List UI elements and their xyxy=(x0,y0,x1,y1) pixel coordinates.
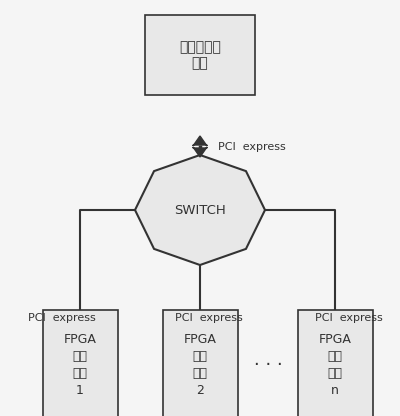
Text: 2: 2 xyxy=(196,384,204,397)
Bar xyxy=(298,310,372,416)
Bar xyxy=(162,310,238,416)
Text: 计算: 计算 xyxy=(328,350,342,363)
Text: 通用处理器: 通用处理器 xyxy=(179,40,221,54)
Text: 计算: 计算 xyxy=(192,350,208,363)
Text: · · ·: · · · xyxy=(254,356,282,374)
Text: FPGA: FPGA xyxy=(64,333,96,346)
Text: 模块: 模块 xyxy=(328,367,342,380)
Text: n: n xyxy=(331,384,339,397)
Bar xyxy=(145,15,255,95)
FancyArrow shape xyxy=(193,147,207,157)
Text: 1: 1 xyxy=(76,384,84,397)
Text: PCI  express: PCI express xyxy=(315,313,383,323)
Text: PCI  express: PCI express xyxy=(28,313,96,323)
Text: PCI  express: PCI express xyxy=(175,313,243,323)
Text: FPGA: FPGA xyxy=(318,333,352,346)
Text: 模块: 模块 xyxy=(72,367,88,380)
Text: SWITCH: SWITCH xyxy=(174,203,226,216)
Text: FPGA: FPGA xyxy=(184,333,216,346)
Polygon shape xyxy=(135,155,265,265)
Text: 模块: 模块 xyxy=(192,367,208,380)
Text: 计算: 计算 xyxy=(72,350,88,363)
Bar xyxy=(42,310,118,416)
Text: 模块: 模块 xyxy=(192,56,208,70)
FancyArrow shape xyxy=(193,136,207,146)
Text: PCI  express: PCI express xyxy=(218,142,286,152)
